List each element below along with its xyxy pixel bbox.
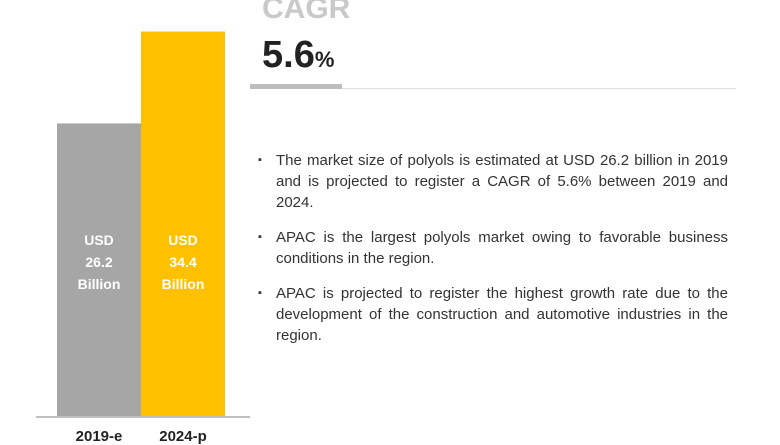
cagr-number: 5.6: [262, 34, 315, 76]
cagr-underline: [250, 84, 342, 89]
finding-item: ▪ The market size of polyols is estimate…: [258, 150, 728, 213]
bar-value-label: USD 34.4 Billion: [141, 229, 225, 295]
cagr-title: CAGR: [262, 0, 351, 25]
x-tick-label: 2019-e: [75, 428, 123, 445]
finding-item: ▪ APAC is the largest polyols market owi…: [258, 227, 728, 269]
market-size-chart: USD 26.2 Billion USD 34.4 Billion 2019-e 2024-…: [0, 0, 260, 445]
finding-text: APAC is projected to register the highes…: [276, 285, 728, 344]
bar-2019-e: [57, 123, 141, 417]
key-findings-list: ▪ The market size of polyols is estimate…: [258, 150, 728, 360]
finding-item: ▪ APAC is projected to register the high…: [258, 283, 728, 346]
bar-2024-p: [141, 31, 225, 418]
bar-value-label: USD 26.2 Billion: [57, 229, 141, 295]
bar-chart-svg: [36, 31, 250, 418]
x-tick-label: 2024-p: [159, 428, 207, 445]
bullet-icon: ▪: [258, 287, 262, 299]
cagr-divider: [342, 88, 736, 89]
finding-text: The market size of polyols is estimated …: [276, 152, 728, 211]
bar-value-line: 26.2: [85, 254, 113, 270]
bar-value-line: USD: [168, 232, 198, 248]
finding-text: APAC is the largest polyols market owing…: [276, 229, 728, 267]
bar-value-line: Billion: [161, 276, 205, 292]
bar-value-line: Billion: [77, 276, 121, 292]
bullet-icon: ▪: [258, 154, 262, 166]
cagr-unit: %: [314, 47, 335, 72]
bar-value-line: USD: [84, 232, 114, 248]
bullet-icon: ▪: [258, 231, 262, 243]
bar-value-line: 34.4: [169, 254, 197, 270]
cagr-value: 5.6%: [262, 34, 334, 77]
